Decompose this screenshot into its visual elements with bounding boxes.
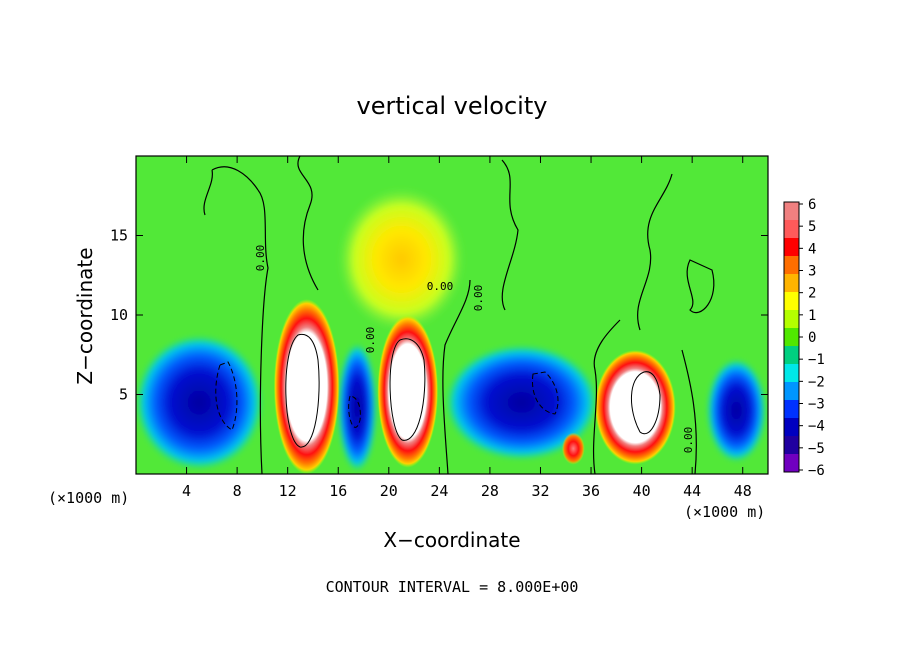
colorbar-tick-label: 3 (808, 264, 816, 280)
x-axis-label: X−coordinate (383, 528, 520, 552)
colorbar-swatch (784, 292, 799, 311)
downdraft-cell (707, 359, 766, 462)
contour-labels: 0.00 0.00 0.00 0.00 0.00 (254, 245, 695, 454)
x-tick-label: 32 (531, 482, 549, 500)
colorbar-swatch (784, 256, 799, 275)
zero-contours (203, 156, 715, 474)
colorbar-swatch (784, 436, 799, 455)
colorbar-tick-label: 5 (808, 219, 816, 235)
x-tick-label: 16 (329, 482, 347, 500)
colorbar-swatch (784, 220, 799, 239)
contour-label: 0.00 (472, 285, 485, 312)
y-tick-label: 5 (119, 386, 128, 404)
colorbar-swatch (784, 364, 799, 383)
colorbar-tick-label: 6 (808, 197, 816, 213)
colorbar-tick-label: 2 (808, 286, 816, 302)
colorbar-swatch (784, 400, 799, 419)
colorbar-tick-label: −1 (808, 352, 825, 368)
y-tick-label: 10 (110, 306, 128, 324)
colorbar-swatch (784, 328, 799, 347)
downdraft-cell (136, 335, 263, 470)
x-tick-label: 12 (279, 482, 297, 500)
y-axis-label: Z−coordinate (73, 247, 97, 384)
x-unit-note: (×1000 m) (684, 503, 765, 521)
colorbar-tick-label: −4 (808, 419, 825, 435)
colorbar-swatch (784, 346, 799, 365)
updraft-cell (273, 299, 340, 474)
updraft-cell (594, 349, 676, 465)
colorbar-tick-label: −2 (808, 374, 825, 390)
colorbar: 6 5 4 3 2 1 0 −1 −2 −3 −4 −5 −6 (783, 197, 825, 479)
updraft-cell (377, 315, 439, 468)
plot-area: 0.00 0.00 0.00 0.00 0.00 (136, 156, 768, 474)
positive-contours (285, 333, 661, 448)
x-tick-label: 44 (683, 482, 701, 500)
x-tick-label: 20 (380, 482, 398, 500)
contour-interval-note: CONTOUR INTERVAL = 8.000E+00 (326, 578, 579, 596)
colorbar-tick-label: −3 (808, 397, 825, 413)
x-axis: 4 8 12 16 20 24 28 32 36 40 44 48 (182, 156, 752, 500)
x-tick-label: 4 (182, 482, 191, 500)
x-tick-label: 24 (430, 482, 448, 500)
y-axis: 5 10 15 (110, 227, 768, 404)
weak-up-cell (338, 187, 465, 331)
x-tick-label: 36 (582, 482, 600, 500)
x-tick-label: 8 (233, 482, 242, 500)
contour-label: 0.00 (364, 327, 377, 354)
colorbar-tick-label: 1 (808, 308, 816, 324)
colorbar-swatch (784, 454, 799, 473)
contour-label: 0.00 (427, 280, 454, 293)
colorbar-swatch (784, 418, 799, 437)
colorbar-tick-label: 0 (808, 330, 816, 346)
colorbar-tick-label: 4 (808, 241, 816, 257)
y-unit-note: (×1000 m) (48, 489, 129, 507)
colorbar-swatch (784, 274, 799, 293)
downdraft-cell (445, 345, 598, 460)
colorbar-swatch (784, 238, 799, 257)
x-tick-label: 40 (633, 482, 651, 500)
updraft-cell (561, 432, 585, 465)
colorbar-tick-label: −6 (808, 463, 825, 479)
colorbar-swatch (784, 202, 799, 221)
colorbar-swatch (784, 310, 799, 329)
contour-label: 0.00 (254, 245, 267, 272)
x-tick-label: 48 (734, 482, 752, 500)
contour-label: 0.00 (682, 427, 695, 454)
downdraft-cell (338, 343, 377, 471)
negative-contours (215, 361, 559, 431)
y-tick-label: 15 (110, 227, 128, 245)
colorbar-tick-label: −5 (808, 441, 825, 457)
chart-title: vertical velocity (357, 92, 548, 120)
x-tick-label: 28 (481, 482, 499, 500)
colorbar-swatch (784, 382, 799, 401)
